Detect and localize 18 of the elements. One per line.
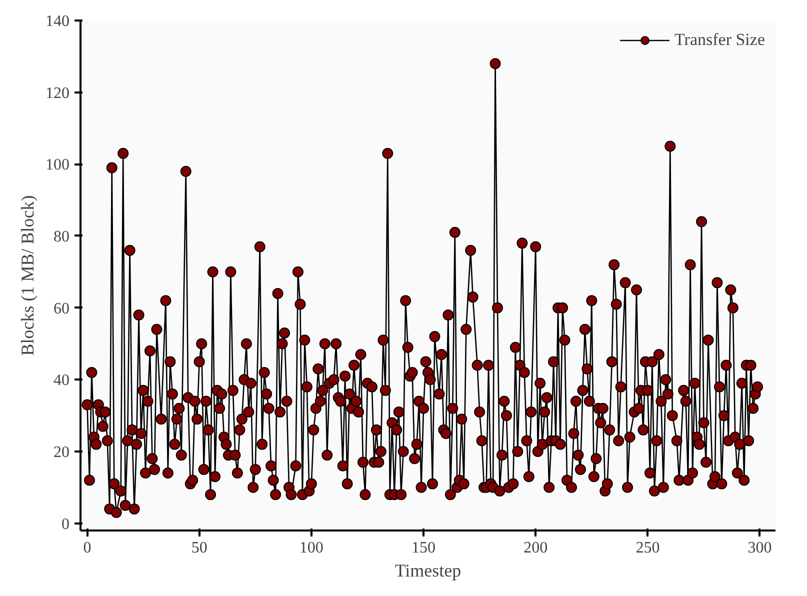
legend-label: Transfer Size [674,30,765,50]
y-tick-label: 0 [62,516,70,533]
x-axis-title: Timestep [394,560,462,580]
y-tick-label: 80 [54,228,70,246]
y-tick-label: 120 [46,84,70,102]
x-tick-label: 50 [191,540,208,556]
x-tick-label: 0 [83,540,92,556]
x-tick-label: 200 [524,540,548,556]
x-tick-label: 100 [299,540,324,556]
x-tick-label: 250 [636,540,660,556]
x-tick-label: 150 [412,540,436,556]
x-tick-label: 300 [748,540,772,556]
y-tick-label: 60 [54,300,70,318]
y-axis-title: Blocks (1 MB/ Block) [18,195,38,356]
y-tick-label: 140 [46,13,70,30]
y-tick-label: 100 [46,156,70,174]
y-tick-label: 40 [54,372,70,390]
y-tick-label: 20 [54,444,70,461]
